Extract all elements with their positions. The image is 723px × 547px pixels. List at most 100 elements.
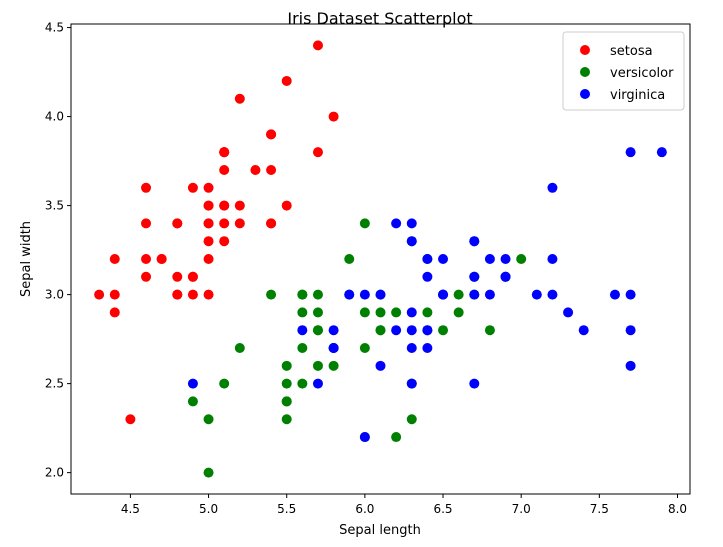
y-axis: 2.0 2.5 3.0 3.5 4.0 4.5	[45, 21, 71, 480]
legend-marker-versicolor	[580, 67, 590, 77]
point-virginica-32	[422, 325, 433, 336]
point-versicolor-24	[422, 307, 433, 318]
point-versicolor-26	[484, 325, 495, 336]
point-virginica-15	[422, 254, 433, 264]
point-virginica-46	[406, 378, 417, 389]
point-versicolor-29	[312, 360, 323, 371]
point-setosa-43	[203, 200, 214, 211]
point-versicolor-8	[453, 307, 464, 318]
point-virginica-5	[609, 289, 620, 300]
point-virginica-21	[297, 325, 308, 336]
point-virginica-48	[391, 218, 402, 229]
point-virginica-0	[406, 236, 417, 247]
point-setosa-49	[203, 236, 214, 247]
point-setosa-22	[141, 182, 152, 193]
point-setosa-14	[328, 111, 339, 122]
y-tick-label: 4.5	[45, 21, 64, 35]
x-tick-label: 6.5	[433, 502, 452, 516]
point-virginica-7	[563, 307, 574, 318]
point-setosa-37	[187, 182, 198, 193]
point-setosa-10	[266, 164, 277, 175]
point-setosa-13	[94, 289, 105, 300]
legend-marker-setosa	[580, 45, 590, 55]
point-virginica-17	[625, 147, 636, 158]
x-tick-label: 4.5	[121, 502, 140, 516]
point-virginica-45	[469, 289, 480, 300]
point-virginica-10	[438, 254, 449, 264]
chart-title: Iris Dataset Scatterplot	[287, 9, 472, 28]
legend-frame	[562, 31, 685, 111]
point-versicolor-14	[297, 307, 308, 318]
point-setosa-16	[266, 129, 277, 140]
point-setosa-21	[219, 164, 230, 175]
point-versicolor-47	[391, 307, 402, 318]
point-virginica-41	[500, 271, 511, 282]
point-versicolor-25	[453, 289, 464, 300]
x-axis: 4.5 5.0 5.5 6.0 6.5 7.0 7.5 8.0	[121, 494, 687, 516]
point-setosa-4	[203, 182, 214, 193]
legend: setosa versicolor virginica	[562, 31, 685, 111]
point-setosa-39	[219, 218, 230, 229]
point-virginica-31	[656, 147, 667, 158]
point-versicolor-43	[203, 414, 214, 425]
point-virginica-30	[578, 325, 589, 336]
point-setosa-25	[203, 289, 214, 300]
point-versicolor-35	[359, 218, 370, 229]
legend-marker-virginica	[580, 89, 590, 99]
point-versicolor-34	[266, 289, 277, 300]
point-versicolor-28	[359, 307, 370, 318]
point-setosa-35	[203, 254, 214, 264]
point-virginica-14	[328, 325, 339, 336]
point-virginica-22	[625, 325, 636, 336]
point-setosa-38	[109, 289, 120, 300]
y-tick-label: 2.5	[45, 377, 64, 391]
point-virginica-35	[625, 289, 636, 300]
data-points	[94, 40, 667, 478]
point-versicolor-44	[297, 343, 308, 354]
y-axis-label: Sepal width	[19, 221, 34, 297]
point-versicolor-33	[359, 343, 370, 354]
y-tick-label: 3.5	[45, 199, 64, 213]
point-virginica-49	[344, 289, 355, 300]
point-versicolor-18	[391, 432, 402, 443]
y-tick-label: 4.0	[45, 110, 64, 124]
point-virginica-40	[469, 271, 480, 282]
point-versicolor-37	[406, 414, 417, 425]
point-setosa-34	[187, 271, 198, 282]
point-setosa-27	[234, 200, 245, 211]
point-setosa-33	[281, 75, 292, 86]
point-versicolor-46	[312, 307, 323, 318]
point-versicolor-0	[516, 254, 527, 264]
point-versicolor-7	[187, 396, 198, 407]
point-virginica-34	[375, 360, 386, 371]
point-setosa-8	[109, 307, 120, 318]
plot-area-frame	[70, 23, 691, 495]
point-setosa-36	[281, 200, 292, 211]
point-virginica-47	[438, 289, 449, 300]
point-versicolor-31	[281, 396, 292, 407]
point-setosa-41	[125, 414, 136, 425]
y-tick-label: 3.0	[45, 288, 64, 302]
point-versicolor-40	[281, 360, 292, 371]
point-setosa-28	[234, 218, 245, 229]
point-versicolor-19	[297, 378, 308, 389]
point-virginica-8	[469, 378, 480, 389]
point-virginica-20	[500, 254, 511, 264]
point-virginica-13	[312, 378, 323, 389]
x-tick-label: 5.0	[199, 502, 218, 516]
point-versicolor-4	[438, 325, 449, 336]
point-virginica-33	[406, 325, 417, 336]
point-setosa-30	[172, 271, 183, 282]
point-setosa-1	[187, 289, 198, 300]
point-versicolor-49	[312, 325, 323, 336]
legend-label-virginica: virginica	[610, 88, 665, 103]
point-virginica-26	[391, 325, 402, 336]
point-setosa-6	[141, 218, 152, 229]
y-tick-label: 2.0	[45, 466, 64, 480]
point-setosa-29	[156, 254, 167, 264]
x-axis-label: Sepal length	[339, 523, 421, 538]
point-setosa-26	[203, 218, 214, 229]
point-virginica-2	[531, 289, 542, 300]
point-setosa-18	[312, 147, 323, 158]
legend-label-setosa: setosa	[610, 44, 653, 59]
